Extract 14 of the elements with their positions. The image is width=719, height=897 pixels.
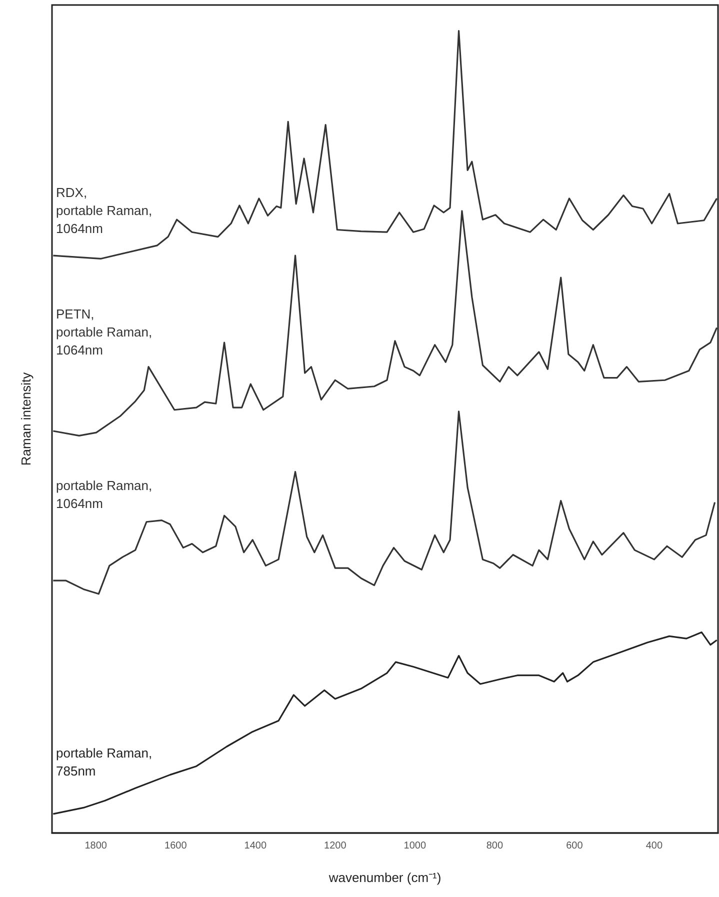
series-label: RDX, portable Raman, 1064nm [56, 184, 152, 236]
x-tick-label: 1000 [404, 840, 426, 852]
x-tick-label: 600 [566, 840, 584, 852]
x-tick-label: 1800 [84, 840, 108, 852]
x-axis-title: wavenumber (cm⁻¹) [328, 870, 442, 885]
x-tick-label: 400 [646, 840, 663, 852]
y-axis-title: Raman intensity [18, 372, 34, 466]
x-tick-label: 1600 [164, 840, 188, 852]
x-tick-label: 1400 [244, 840, 267, 852]
x-tick-label: 1200 [324, 840, 347, 852]
series-label: PETN, portable Raman, 1064nm [56, 306, 152, 358]
series-label: portable Raman, 1064nm [56, 478, 152, 511]
x-tick-label: 800 [486, 840, 504, 852]
series-label: portable Raman, 785nm [56, 746, 152, 779]
